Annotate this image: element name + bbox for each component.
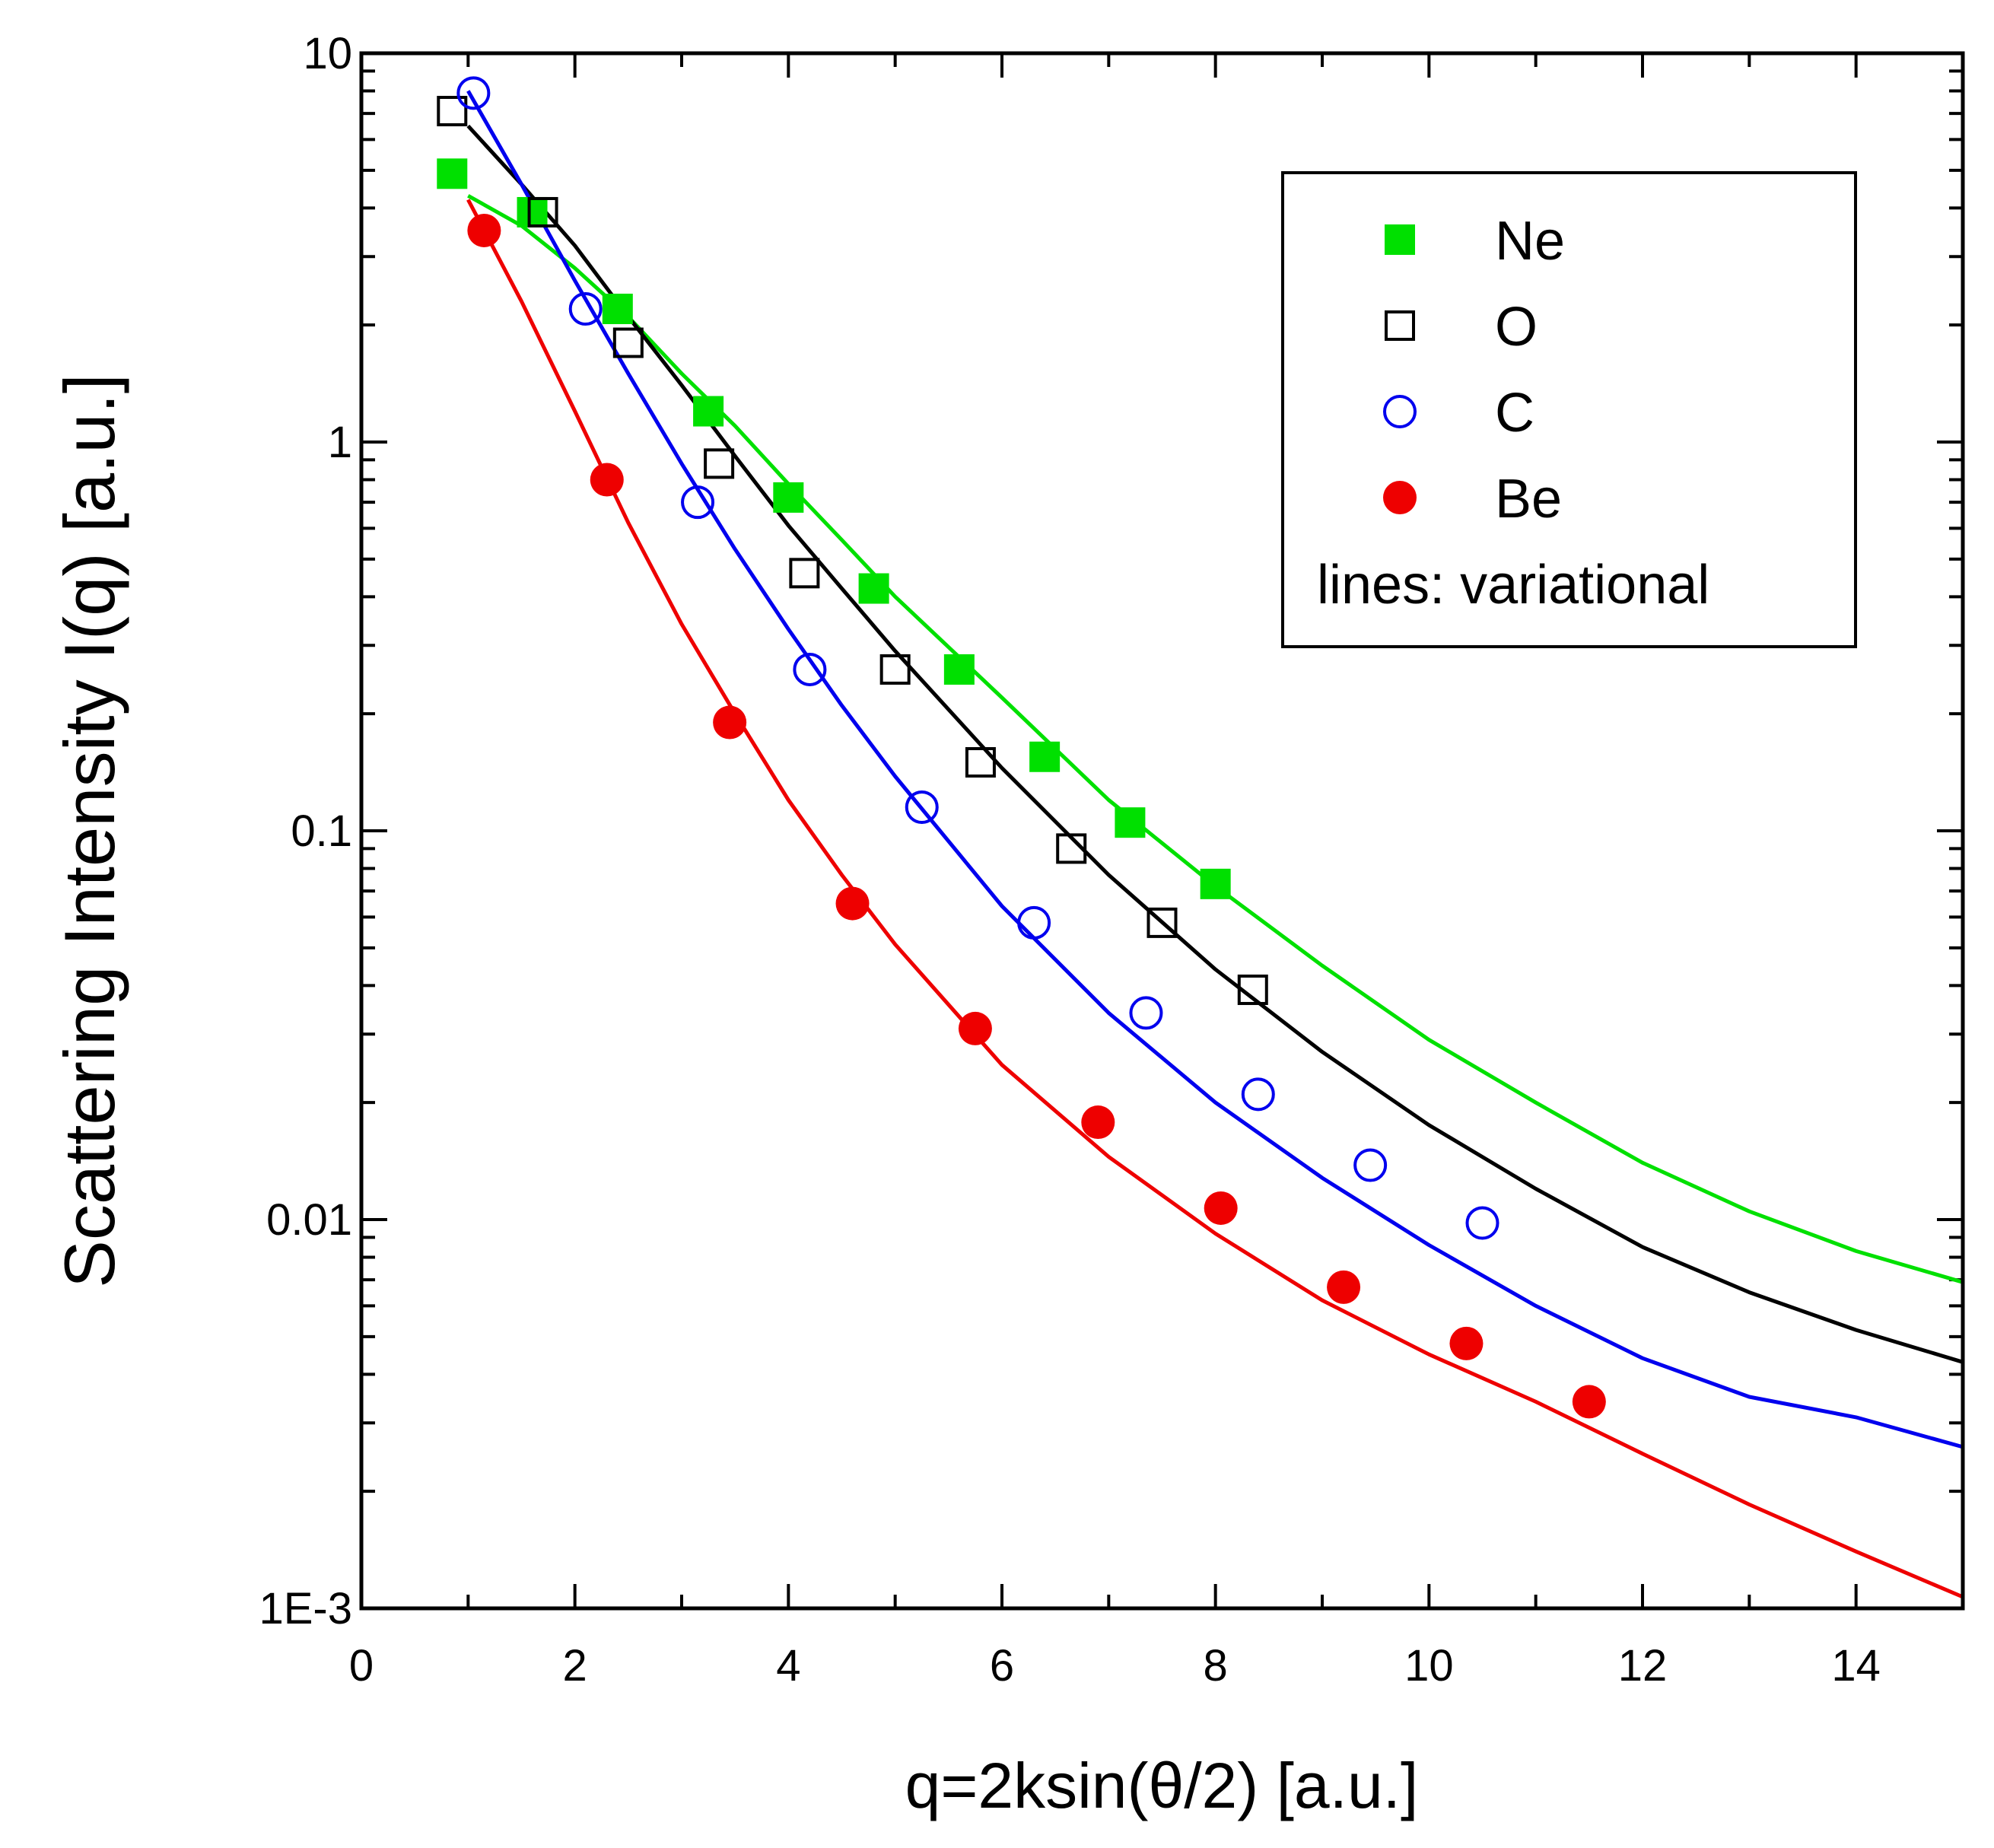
legend-box <box>1281 171 1857 648</box>
point-c <box>568 292 603 326</box>
legend-label-c: C <box>1495 383 1534 444</box>
tick-labels-layer: 0 2 4 6 8 10 12 14 10 1 0.1 0.01 1E-3 <box>259 29 1880 1691</box>
point-c <box>456 76 491 110</box>
point-be <box>467 213 501 247</box>
x-tick-label: 2 <box>563 1641 587 1691</box>
line-c <box>466 90 1964 1449</box>
x-tick-label: 10 <box>1404 1641 1454 1691</box>
point-c <box>681 485 715 520</box>
point-be <box>1449 1326 1484 1360</box>
point-o <box>789 558 820 589</box>
y-tick-label: 0.01 <box>266 1195 352 1245</box>
legend-label-ne: Ne <box>1495 211 1565 272</box>
points-layer <box>437 76 1606 1419</box>
point-o <box>437 96 468 127</box>
x-tick-label: 12 <box>1618 1641 1668 1691</box>
ticks-layer <box>360 52 1964 1610</box>
point-ne <box>1200 868 1231 899</box>
point-be <box>1204 1191 1238 1225</box>
point-c <box>1353 1148 1388 1182</box>
point-ne <box>1029 741 1061 772</box>
point-be <box>1572 1385 1606 1419</box>
y-tick-label: 1E-3 <box>259 1584 352 1633</box>
x-axis-title: q=2ksin(θ/2) [a.u.] <box>905 1750 1419 1821</box>
point-ne <box>602 294 633 325</box>
point-ne <box>437 158 468 189</box>
point-ne <box>773 482 804 513</box>
point-c <box>1129 996 1163 1030</box>
y-tick-label: 0.1 <box>291 806 352 856</box>
point-c <box>1241 1077 1275 1112</box>
point-c <box>1017 905 1051 940</box>
legend-label-o: O <box>1495 297 1538 358</box>
y-tick-label: 10 <box>303 29 352 78</box>
point-ne <box>943 654 975 685</box>
point-be <box>1327 1270 1361 1304</box>
point-be <box>590 463 624 497</box>
point-o <box>965 747 996 778</box>
point-c <box>1465 1206 1499 1240</box>
point-ne <box>693 396 724 427</box>
legend-marker-ne <box>1385 224 1415 255</box>
point-be <box>713 705 747 740</box>
point-c <box>793 652 827 686</box>
point-o <box>879 654 911 685</box>
plot-frame <box>359 51 1965 1611</box>
point-be <box>835 886 870 921</box>
point-o <box>704 448 735 479</box>
x-tick-label: 14 <box>1831 1641 1881 1691</box>
point-be <box>958 1011 992 1045</box>
line-be <box>466 199 1964 1599</box>
point-o <box>1237 974 1268 1005</box>
point-o <box>1146 907 1178 938</box>
legend: Ne OC Be lines: variational <box>1281 171 1857 648</box>
legend-label-be: Be <box>1495 469 1562 530</box>
legend-note: lines: variational <box>1317 555 1709 615</box>
x-tick-label: 8 <box>1204 1641 1228 1691</box>
point-be <box>1081 1105 1115 1140</box>
legend-marker-o <box>1385 310 1415 341</box>
y-axis-title: Scattering Intensity I(q) [a.u.] <box>49 374 129 1288</box>
point-o <box>1056 833 1087 864</box>
point-o <box>612 327 644 358</box>
legend-marker-c <box>1383 395 1417 428</box>
y-tick-label: 1 <box>328 418 352 467</box>
point-ne <box>858 573 889 604</box>
x-tick-label: 4 <box>776 1641 800 1691</box>
point-ne <box>517 196 548 227</box>
x-tick-label: 6 <box>990 1641 1014 1691</box>
point-ne <box>1115 807 1146 838</box>
x-tick-label: 0 <box>349 1641 374 1691</box>
legend-marker-be <box>1383 481 1417 514</box>
legend-entries: Ne OC Be <box>1383 211 1565 530</box>
point-c <box>905 790 939 824</box>
point-o <box>527 196 558 227</box>
